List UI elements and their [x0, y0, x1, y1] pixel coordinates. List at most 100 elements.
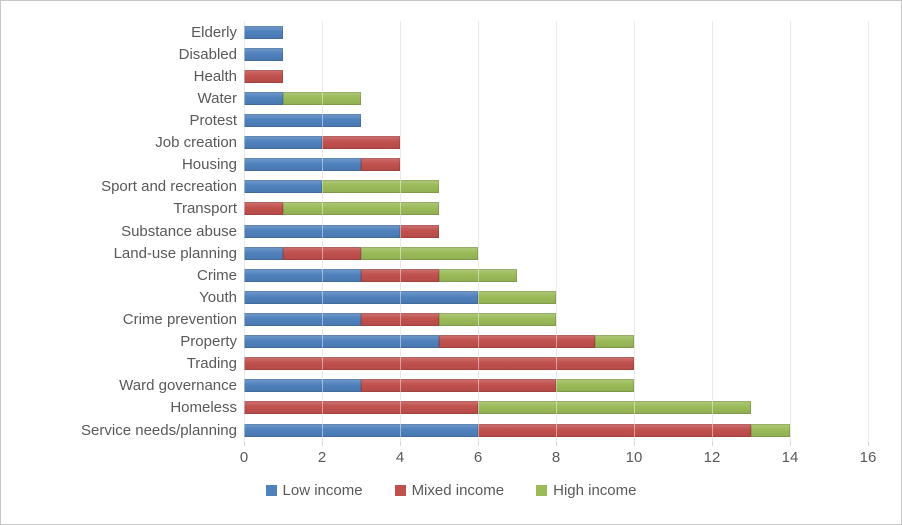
bar-track	[244, 419, 868, 441]
bar-track	[244, 21, 868, 43]
x-tick-label: 6	[473, 449, 483, 466]
bar-segment-low-income	[244, 158, 361, 172]
bar-segment-high-income	[478, 290, 556, 304]
chart-row: Youth	[1, 286, 868, 308]
bar-segment-high-income	[322, 180, 439, 194]
bar-segment-mixed-income	[361, 268, 439, 282]
legend-label: Low income	[282, 482, 363, 499]
bar-track	[244, 353, 868, 375]
category-label: Youth	[199, 288, 237, 306]
legend-swatch-icon	[536, 485, 548, 496]
category-label: Health	[193, 67, 237, 85]
x-tick-label: 8	[551, 449, 561, 466]
legend: Low income Mixed income High income	[1, 482, 901, 499]
chart-row: Disabled	[1, 43, 868, 65]
category-label: Property	[180, 333, 237, 351]
chart-row: Homeless	[1, 397, 868, 419]
category-label: Water	[197, 89, 237, 107]
bar-track	[244, 264, 868, 286]
bar-segment-low-income	[244, 91, 283, 105]
chart-row: Protest	[1, 109, 868, 131]
bar-segment-mixed-income	[244, 69, 283, 83]
bar-segment-mixed-income	[439, 335, 595, 349]
bar-track	[244, 109, 868, 131]
bar-segment-mixed-income	[361, 379, 556, 393]
bar-track	[244, 220, 868, 242]
chart-row: Substance abuse	[1, 220, 868, 242]
chart-row: Property	[1, 331, 868, 353]
chart-row: Sport and recreation	[1, 176, 868, 198]
bar-segment-mixed-income	[478, 423, 751, 437]
x-axis: 0 2 4 6 8 10 12 14 16	[240, 449, 884, 470]
legend-swatch-icon	[394, 485, 406, 496]
chart-row: Housing	[1, 154, 868, 176]
bar-segment-high-income	[556, 379, 634, 393]
chart-row: Water	[1, 87, 868, 109]
legend-label: Mixed income	[411, 482, 505, 499]
chart-row: Land-use planning	[1, 242, 868, 264]
gridline-overlay	[868, 21, 869, 441]
bar-track	[244, 198, 868, 220]
bar-track	[244, 87, 868, 109]
bar-segment-high-income	[283, 202, 439, 216]
bar-segment-mixed-income	[361, 158, 400, 172]
x-tick-label: 4	[395, 449, 405, 466]
bar-segment-low-income	[244, 379, 361, 393]
bar-track	[244, 43, 868, 65]
category-label: Housing	[181, 156, 237, 174]
bar-track	[244, 286, 868, 308]
category-label: Elderly	[191, 23, 237, 41]
bar-segment-high-income	[439, 268, 517, 282]
category-label: Substance abuse	[121, 222, 237, 240]
bar-track	[244, 331, 868, 353]
bar-segment-mixed-income	[283, 246, 361, 260]
bar-segment-high-income	[478, 401, 751, 415]
category-label: Protest	[189, 111, 237, 129]
bar-segment-mixed-income	[322, 136, 400, 150]
bar-track	[244, 65, 868, 87]
x-tick-label: 2	[317, 449, 327, 466]
category-label: Ward governance	[119, 377, 237, 395]
legend-item: Mixed income	[394, 482, 505, 499]
bar-segment-high-income	[751, 423, 790, 437]
chart-row: Service needs/planning	[1, 419, 868, 441]
x-tick-label: 12	[703, 449, 721, 466]
bar-segment-mixed-income	[244, 401, 478, 415]
bar-segment-low-income	[244, 113, 361, 127]
category-label: Crime	[197, 266, 237, 284]
chart-row: Trading	[1, 353, 868, 375]
category-label: Service needs/planning	[81, 421, 237, 439]
bar-segment-low-income	[244, 224, 400, 238]
bar-track	[244, 242, 868, 264]
bar-segment-low-income	[244, 180, 322, 194]
bar-segment-mixed-income	[400, 224, 439, 238]
bar-segment-high-income	[595, 335, 634, 349]
bar-segment-low-income	[244, 25, 283, 39]
bar-track	[244, 132, 868, 154]
bar-segment-low-income	[244, 335, 439, 349]
bar-segment-mixed-income	[244, 202, 283, 216]
bar-segment-low-income	[244, 268, 361, 282]
bar-segment-low-income	[244, 312, 361, 326]
x-tick-label: 16	[859, 449, 877, 466]
category-label: Job creation	[155, 134, 237, 152]
chart-row: Health	[1, 65, 868, 87]
legend-item: High income	[536, 482, 636, 499]
category-label: Transport	[173, 200, 237, 218]
chart-row: Elderly	[1, 21, 868, 43]
category-label: Sport and recreation	[101, 178, 237, 196]
bar-track	[244, 308, 868, 330]
bar-segment-low-income	[244, 423, 478, 437]
x-tick-label: 14	[781, 449, 799, 466]
bar-segment-low-income	[244, 290, 478, 304]
category-label: Homeless	[170, 399, 237, 417]
category-label: Trading	[186, 355, 237, 373]
bar-segment-low-income	[244, 246, 283, 260]
bar-segment-mixed-income	[244, 357, 634, 371]
bar-segment-low-income	[244, 47, 283, 61]
bar-segment-low-income	[244, 136, 322, 150]
bar-track	[244, 397, 868, 419]
x-tick-label: 10	[625, 449, 643, 466]
legend-swatch-icon	[265, 485, 277, 496]
